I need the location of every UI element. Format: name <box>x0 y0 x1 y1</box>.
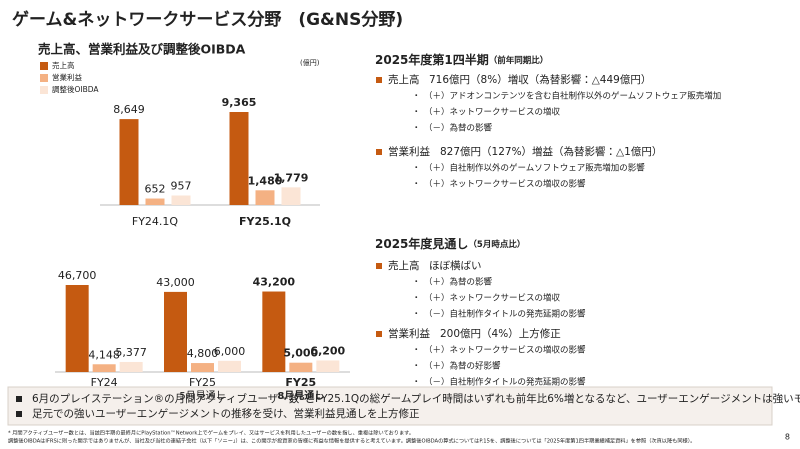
category-sublabel: 5月見通し <box>179 390 225 402</box>
value-label: 43,200 <box>253 276 296 289</box>
page-number: 8 <box>785 433 790 442</box>
bar <box>262 291 286 372</box>
category-label: FY24.1Q <box>132 215 179 228</box>
legend-swatch <box>40 74 48 82</box>
legend-swatch <box>40 86 48 94</box>
sub-bullet: ・ <box>412 346 421 356</box>
sub-item: （＋）ネットワークサービスの増収の影響 <box>424 179 586 190</box>
sub-item: （＋）為替の好影響 <box>424 361 501 372</box>
slide-title: ゲーム&ネットワークサービス分野 (G&NS分野) <box>12 9 403 30</box>
bullet <box>376 149 382 155</box>
value-label: 8,649 <box>113 103 145 116</box>
sub-item: （＋）アドオンコンテンツを含む自社制作以外のゲームソフトウェア販売増加 <box>424 91 721 102</box>
item-text: 827億円（127%）増益（為替影響：△1億円） <box>440 145 662 158</box>
bullet <box>376 263 382 269</box>
section-heading: 2025年度第1四半期（前年同期比） <box>375 52 548 67</box>
sub-bullet: ・ <box>412 362 421 372</box>
unit-label: (億円) <box>300 58 320 67</box>
item-text: ほぼ横ばい <box>429 259 482 272</box>
sub-item: （＋）為替の影響 <box>424 277 493 288</box>
value-label: 43,000 <box>156 276 195 289</box>
value-label: 5,000 <box>283 347 318 360</box>
sub-bullet: ・ <box>412 278 421 288</box>
item-label: 売上高 <box>388 259 420 272</box>
item-text: 200億円（4%）上方修正 <box>440 327 561 340</box>
sub-bullet: ・ <box>412 92 421 102</box>
value-label: 1,480 <box>248 174 283 187</box>
sub-bullet: ・ <box>412 294 421 304</box>
sub-bullet: ・ <box>412 180 421 190</box>
heading-text: 2025年度見通し <box>375 236 468 251</box>
heading-text: 2025年度第1四半期 <box>375 52 489 67</box>
heading-note: （前年同期比） <box>489 55 549 66</box>
sub-item: （＋）自社制作以外のゲームソフトウェア販売増加の影響 <box>424 163 645 174</box>
bar <box>65 285 89 372</box>
bar <box>255 190 275 205</box>
sub-item: （－）自社制作タイトルの発売延期の影響 <box>424 309 586 320</box>
bar <box>164 291 187 372</box>
item-label: 営業利益 <box>388 327 430 340</box>
value-label: 46,700 <box>58 269 97 282</box>
category-sublabel: 8月見通し <box>277 389 324 402</box>
bar <box>119 119 139 205</box>
bar <box>316 360 340 372</box>
sub-bullet: ・ <box>412 108 421 118</box>
bar <box>119 361 143 372</box>
value-label: 6,200 <box>310 344 345 357</box>
value-label: 5,377 <box>115 346 147 359</box>
footnote: * 月間アクティブユーザー数とは、当該四半期の最終月にPlayStation™N… <box>8 429 414 437</box>
legend-swatch <box>40 62 48 70</box>
bullet <box>376 331 382 337</box>
highlight-text: 6月のプレイステーション®の月間アクティブユーザー数*とFY25.1Qの総ゲーム… <box>32 392 800 405</box>
value-label: 9,365 <box>222 96 257 109</box>
bar <box>191 363 214 372</box>
highlight-box <box>7 386 773 426</box>
bar <box>171 195 191 205</box>
value-label: 4,148 <box>88 348 120 361</box>
value-label: 1,779 <box>274 171 309 184</box>
category-label: FY24 <box>91 376 118 389</box>
value-label: 652 <box>145 183 166 196</box>
sub-bullet: ・ <box>412 164 421 174</box>
category-label: FY25 <box>189 376 216 389</box>
sub-item: （－）自社制作タイトルの発売延期の影響 <box>424 377 586 388</box>
legend-label: 営業利益 <box>52 72 82 82</box>
item-label: 売上高 <box>388 73 420 86</box>
bullet <box>16 411 22 417</box>
sub-item: （＋）ネットワークサービスの増収の影響 <box>424 345 586 356</box>
heading-note: （5月時点比） <box>468 239 525 250</box>
bullet <box>376 77 382 83</box>
sub-item: （＋）ネットワークサービスの増収 <box>424 107 561 118</box>
bar <box>281 187 301 205</box>
item-label: 営業利益 <box>388 145 430 158</box>
value-label: 6,000 <box>214 345 246 358</box>
highlight-text: 足元での強いユーザーエンゲージメントの推移を受け、営業利益見通しを上方修正 <box>32 407 420 420</box>
legend-label: 売上高 <box>52 60 75 70</box>
sub-item: （－）為替の影響 <box>424 123 493 134</box>
footnote: 調整後OIBDAはIFRSに則った開示ではありませんが、当社及び当社の連結子会社… <box>8 437 695 445</box>
sub-item: （＋）ネットワークサービスの増収 <box>424 293 561 304</box>
sub-bullet: ・ <box>412 378 421 388</box>
bullet <box>16 396 22 402</box>
bar <box>218 360 241 372</box>
value-label: 4,800 <box>187 347 219 360</box>
legend-label: 調整後OIBDA <box>52 84 99 94</box>
sub-bullet: ・ <box>412 124 421 134</box>
bar <box>145 198 165 205</box>
category-label: FY25.1Q <box>239 215 291 228</box>
item-text: 716億円（8%）増収（為替影響：△449億円） <box>429 73 651 86</box>
category-label: FY25 <box>285 376 316 389</box>
bar <box>289 362 313 372</box>
sub-bullet: ・ <box>412 310 421 320</box>
value-label: 957 <box>171 179 192 192</box>
section-heading: 2025年度見通し（5月時点比） <box>375 236 525 251</box>
chart-heading: 売上高、営業利益及び調整後OIBDA <box>38 42 246 57</box>
bar <box>92 364 116 372</box>
bar <box>229 112 249 205</box>
